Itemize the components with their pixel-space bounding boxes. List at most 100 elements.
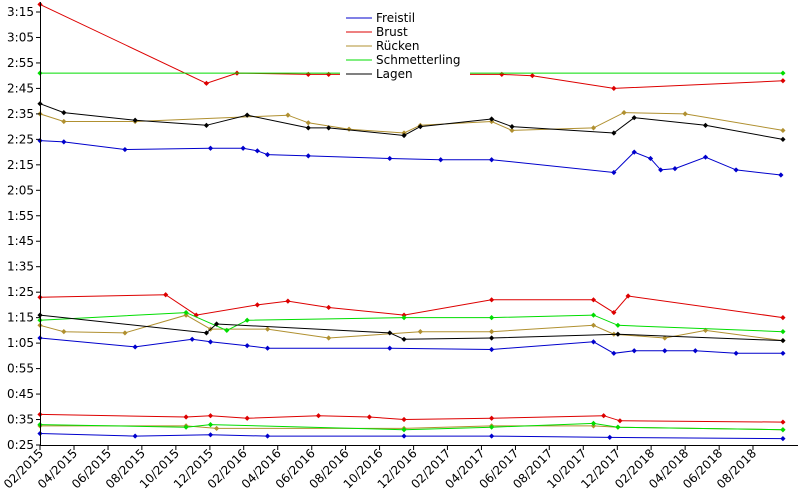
series-lagen-200m-point-12 xyxy=(631,115,637,121)
series-rcken-100m-line xyxy=(39,314,783,342)
series-brust-100m-line xyxy=(39,294,783,319)
series-freistil-100m-point-7 xyxy=(489,346,495,353)
series-schmetterling-200m-point-1 xyxy=(780,70,786,76)
series-brust-100m-point-2 xyxy=(193,312,199,318)
series-freistil-200m-point-4 xyxy=(240,145,246,151)
series-freistil-100m-point-1 xyxy=(132,344,138,350)
series-schmetterling-50m-point-6 xyxy=(615,424,621,430)
series-brust-50m-point-8 xyxy=(601,413,607,419)
series-lagen-100m-point-7 xyxy=(780,337,786,344)
series-rcken-100m-point-7 xyxy=(417,329,423,335)
series-brust-50m-point-4 xyxy=(315,413,322,419)
series-brust-100m-point-5 xyxy=(326,304,332,311)
series-lagen-100m-point-4 xyxy=(401,336,407,342)
series-schmetterling-50m-point-5 xyxy=(590,420,597,426)
series-freistil-100m-point-5 xyxy=(264,345,271,351)
series-lagen-200m-point-3 xyxy=(203,122,210,128)
series-freistil-100m-point-13 xyxy=(733,350,739,356)
series-freistil-50m-point-1 xyxy=(132,433,138,439)
series-brust-100m-point-1 xyxy=(163,292,169,298)
series-brust-50m-point-10 xyxy=(780,419,786,425)
series-rcken-100m-point-9 xyxy=(590,322,597,328)
series-lagen-200m-point-9 xyxy=(489,116,495,122)
series-brust-200m-point-6 xyxy=(529,73,535,79)
series-schmetterling-100m-point-6 xyxy=(590,312,597,318)
series-freistil-200m-point-12 xyxy=(631,149,637,155)
series-lagen-200m-point-6 xyxy=(326,125,332,131)
legend-label: Lagen xyxy=(376,67,413,81)
series-lagen-100m-point-3 xyxy=(387,330,393,336)
legend-label: Schmetterling xyxy=(376,53,461,67)
series-rcken-100m-point-5 xyxy=(264,326,271,332)
series-freistil-50m-point-5 xyxy=(489,433,495,439)
series-schmetterling-50m-line xyxy=(39,422,783,431)
series-lagen-200m-point-8 xyxy=(417,124,423,130)
y-tick-label: 0:35 xyxy=(7,413,34,427)
series-freistil-100m-point-2 xyxy=(189,336,195,342)
series-rcken-100m-point-1 xyxy=(61,329,67,335)
series-lagen-200m-point-7 xyxy=(401,132,407,139)
series-freistil-200m-point-18 xyxy=(778,172,784,178)
series-rcken-200m-point-12 xyxy=(682,111,688,117)
series-rcken-200m-point-1 xyxy=(61,118,67,125)
series-schmetterling-50m-point-2 xyxy=(207,422,214,428)
y-tick-label: 1:25 xyxy=(7,285,34,299)
series-brust-50m-point-9 xyxy=(617,418,623,424)
series-rcken-100m-point-2 xyxy=(122,330,128,336)
series-schmetterling-100m-point-5 xyxy=(489,315,495,321)
series-schmetterling-50m-point-3 xyxy=(401,427,407,433)
x-axis-ticks: 02/201504/201506/201508/201510/201512/20… xyxy=(1,445,759,491)
series-brust-100m-point-3 xyxy=(254,302,260,308)
series-freistil-200m-point-11 xyxy=(611,169,617,176)
series-schmetterling-100m-point-3 xyxy=(244,317,250,323)
series-freistil-200m-point-15 xyxy=(672,166,678,172)
series-lagen-200m-point-14 xyxy=(780,136,786,142)
series-brust-50m-point-7 xyxy=(489,415,495,421)
series-brust-100m-point-7 xyxy=(489,297,495,303)
series-brust-100m-point-11 xyxy=(780,315,786,321)
y-tick-label: 2:45 xyxy=(7,81,34,95)
series-freistil-50m-line xyxy=(39,433,783,440)
y-tick-label: 1:15 xyxy=(7,311,34,325)
series-rcken-200m-line xyxy=(39,112,783,134)
series-freistil-200m-point-6 xyxy=(264,152,271,158)
series-freistil-100m-point-8 xyxy=(590,339,597,345)
series-rcken-100m-point-6 xyxy=(326,335,332,341)
y-axis-ticks: 3:15 3:05 2:55 2:45 2:35 2:25 2:15 2:05 1:55 1:45… xyxy=(7,5,40,452)
series-schmetterling-50m-point-1 xyxy=(183,424,189,430)
series-brust-200m-point-7 xyxy=(611,85,617,92)
series-lagen-200m-point-5 xyxy=(305,125,311,131)
y-tick-label: 3:15 xyxy=(7,5,34,19)
series-freistil-100m-point-14 xyxy=(780,350,786,356)
series-lagen-100m-point-2 xyxy=(214,321,220,327)
series-freistil-100m-point-6 xyxy=(387,345,393,351)
series-freistil-200m-point-7 xyxy=(305,153,311,159)
y-tick-label: 3:05 xyxy=(7,30,34,44)
series-freistil-200m-point-1 xyxy=(61,139,67,145)
series-brust-200m-point-1 xyxy=(203,80,210,86)
series-freistil-50m-point-6 xyxy=(607,434,613,440)
series-rcken-200m-point-11 xyxy=(621,110,627,116)
series-schmetterling-100m-line xyxy=(39,312,783,333)
series-rcken-200m-point-4 xyxy=(305,120,311,126)
series-freistil-200m-point-8 xyxy=(387,155,393,162)
series-schmetterling-100m-point-4 xyxy=(401,315,407,321)
series-schmetterling-50m-point-7 xyxy=(780,427,786,433)
series-schmetterling-100m-point-8 xyxy=(780,329,786,335)
series-schmetterling-50m-point-4 xyxy=(489,424,495,430)
series-brust-50m-point-2 xyxy=(207,413,214,419)
series-lagen-200m-point-11 xyxy=(611,130,617,136)
series-rcken-200m-point-5 xyxy=(346,126,352,132)
series-rcken-100m-point-12 xyxy=(702,327,709,333)
series-freistil-100m-point-3 xyxy=(207,339,214,345)
series-rcken-100m-point-8 xyxy=(489,329,495,335)
y-tick-label: 1:55 xyxy=(7,209,34,223)
series-freistil-50m-point-2 xyxy=(207,432,214,438)
series-lagen-100m-point-1 xyxy=(203,330,210,336)
series-brust-100m-point-4 xyxy=(285,298,291,304)
series-freistil-100m-point-10 xyxy=(631,348,637,354)
series-freistil-100m-point-9 xyxy=(611,350,617,356)
series-lagen-200m-line xyxy=(39,103,783,140)
